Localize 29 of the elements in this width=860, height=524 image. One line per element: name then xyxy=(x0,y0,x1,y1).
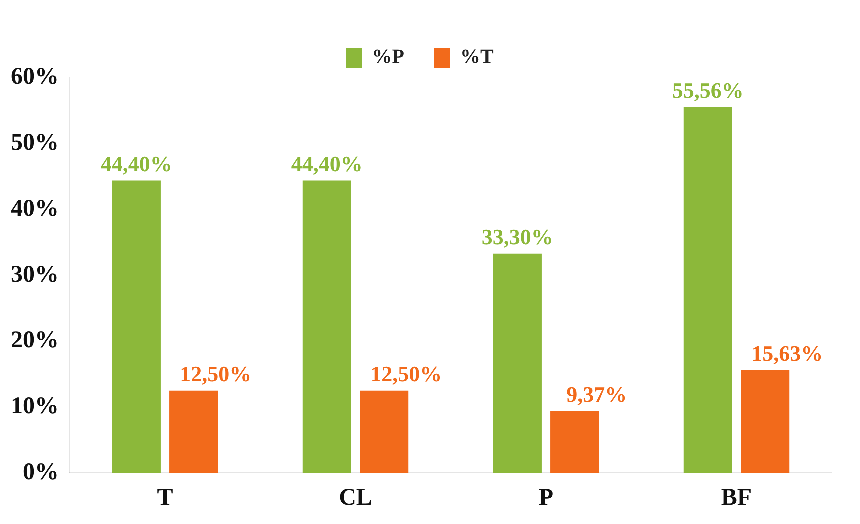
legend-label: %P xyxy=(372,46,404,68)
data-label: 55,56% xyxy=(672,78,744,103)
bar xyxy=(493,254,542,474)
bar xyxy=(684,107,732,474)
data-label: 12,50% xyxy=(180,362,252,387)
bar xyxy=(170,390,218,474)
data-label: 44,40% xyxy=(291,151,363,176)
y-tick-label: 10% xyxy=(11,394,59,420)
data-label: 12,50% xyxy=(370,362,442,387)
y-tick-label: 40% xyxy=(11,196,59,222)
x-tick-label: T xyxy=(157,484,174,511)
data-label: 9,37% xyxy=(566,382,628,408)
y-tick-label: 60% xyxy=(11,64,59,90)
bar xyxy=(302,180,352,474)
y-tick-label: 50% xyxy=(11,130,59,156)
y-tick-label: 30% xyxy=(11,262,59,288)
data-label: 33,30% xyxy=(482,224,554,250)
data-label: 44,40% xyxy=(100,151,172,176)
x-tick-label: CL xyxy=(339,484,372,511)
bar xyxy=(550,411,600,474)
y-tick-label: 0% xyxy=(23,459,59,486)
data-label: 15,63% xyxy=(752,340,824,366)
legend-label: %T xyxy=(460,46,494,68)
bar xyxy=(360,390,409,474)
x-tick-label: BF xyxy=(721,484,752,511)
bar xyxy=(112,180,161,474)
y-tick-label: 20% xyxy=(11,328,59,354)
bar xyxy=(741,370,790,474)
x-tick-label: P xyxy=(538,484,554,511)
